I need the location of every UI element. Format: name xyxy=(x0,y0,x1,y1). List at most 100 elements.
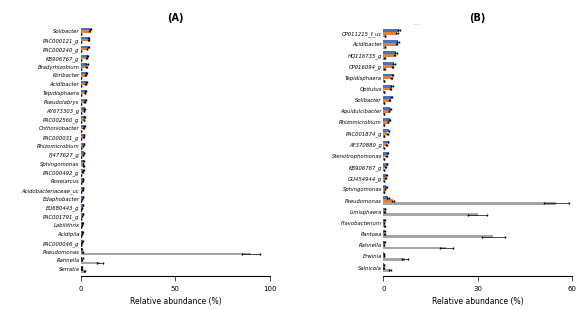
Bar xyxy=(383,63,394,65)
Bar xyxy=(81,57,87,59)
Bar xyxy=(383,77,391,79)
Bar xyxy=(81,154,83,156)
Bar xyxy=(81,55,87,57)
Bar xyxy=(81,250,83,253)
Bar xyxy=(383,132,387,135)
Bar xyxy=(383,202,557,205)
Bar xyxy=(383,43,397,46)
Bar xyxy=(383,110,389,113)
Bar xyxy=(81,30,90,33)
Bar xyxy=(81,48,87,50)
Legend: Bulk soil, Rhizosphere, Root: Bulk soil, Rhizosphere, Root xyxy=(410,23,465,51)
Bar xyxy=(383,166,386,169)
Bar xyxy=(383,99,390,102)
Bar xyxy=(81,28,90,30)
Bar xyxy=(383,141,388,143)
Bar xyxy=(81,224,82,226)
Bar xyxy=(383,102,384,104)
Bar xyxy=(81,63,87,65)
Bar xyxy=(81,136,83,138)
Bar xyxy=(383,85,392,87)
Bar xyxy=(81,127,84,130)
Bar xyxy=(81,74,86,77)
Bar xyxy=(81,145,83,147)
Bar xyxy=(383,68,384,71)
Bar xyxy=(383,219,384,221)
Bar xyxy=(383,197,388,199)
Bar xyxy=(81,204,83,206)
Bar xyxy=(383,269,390,272)
Bar xyxy=(81,101,84,103)
Bar xyxy=(383,210,384,213)
Bar xyxy=(383,152,387,154)
Bar xyxy=(81,248,82,250)
Bar xyxy=(81,90,86,92)
Bar xyxy=(383,144,387,146)
Bar xyxy=(383,65,392,68)
Bar xyxy=(383,118,390,121)
Bar xyxy=(383,247,446,249)
Bar xyxy=(81,266,82,268)
Bar xyxy=(81,270,85,272)
Bar xyxy=(81,125,84,127)
Bar xyxy=(383,199,392,202)
Bar xyxy=(383,155,387,157)
Bar xyxy=(81,233,82,235)
Bar xyxy=(81,46,88,48)
Bar xyxy=(81,92,85,94)
Bar xyxy=(383,232,384,236)
Bar xyxy=(81,116,84,118)
Bar xyxy=(81,215,82,218)
Bar xyxy=(383,213,478,216)
Bar xyxy=(81,231,83,233)
Bar xyxy=(383,180,384,182)
Bar xyxy=(383,224,384,227)
Bar xyxy=(383,185,387,188)
Bar xyxy=(383,91,384,93)
Bar xyxy=(81,213,83,215)
Bar xyxy=(81,160,84,162)
Bar xyxy=(81,134,84,136)
Bar xyxy=(81,118,84,121)
Bar xyxy=(383,96,391,99)
Bar xyxy=(81,39,88,41)
Title: (B): (B) xyxy=(469,13,486,23)
Bar xyxy=(383,51,396,54)
Bar xyxy=(383,113,384,115)
Bar xyxy=(81,83,86,85)
Bar xyxy=(81,169,83,171)
Bar xyxy=(383,157,384,160)
Bar xyxy=(81,189,83,191)
Bar xyxy=(383,124,384,126)
Bar xyxy=(383,35,385,38)
Bar xyxy=(81,178,83,180)
Bar xyxy=(383,135,384,138)
Bar xyxy=(383,188,385,191)
Bar xyxy=(383,40,398,43)
Bar xyxy=(383,236,494,238)
Bar xyxy=(383,121,388,124)
Bar xyxy=(383,29,399,32)
Bar xyxy=(383,88,391,91)
Bar xyxy=(383,174,387,177)
Bar xyxy=(383,177,386,180)
X-axis label: Relative abundance (%): Relative abundance (%) xyxy=(432,297,524,306)
Bar xyxy=(81,162,83,165)
Bar xyxy=(81,110,84,112)
Bar xyxy=(81,99,86,101)
Bar xyxy=(383,46,385,48)
Bar xyxy=(81,222,83,224)
Bar xyxy=(383,57,384,60)
Bar xyxy=(383,241,384,244)
Bar xyxy=(383,264,384,266)
Bar xyxy=(81,262,100,264)
X-axis label: Relative abundance (%): Relative abundance (%) xyxy=(129,297,221,306)
Bar xyxy=(383,74,392,76)
Bar xyxy=(81,152,84,154)
Bar xyxy=(383,32,398,35)
Bar xyxy=(81,196,83,198)
Bar xyxy=(81,187,83,189)
Bar xyxy=(383,54,394,57)
Bar xyxy=(383,130,389,132)
Bar xyxy=(81,143,84,145)
